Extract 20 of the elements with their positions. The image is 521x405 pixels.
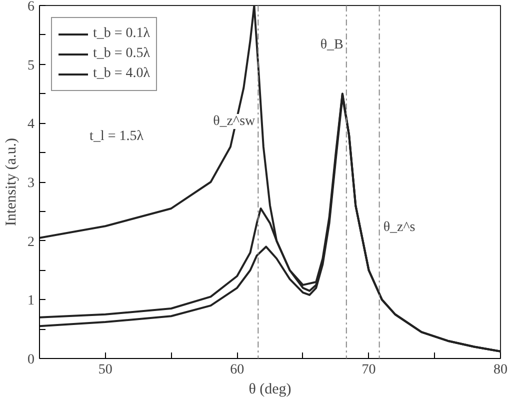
legend-label: t_b = 0.5λ: [93, 46, 150, 62]
legend-label: t_b = 0.1λ: [93, 26, 150, 42]
y-tick-label: 5: [28, 58, 34, 74]
ref-line-label: θ_B: [320, 38, 344, 53]
y-tick-label: 3: [28, 176, 34, 191]
y-tick-label: 6: [28, 0, 34, 14]
y-tick-label: 1: [28, 294, 34, 309]
ref-line-label: θ_z^s: [383, 220, 416, 235]
legend-label: t_b = 4.0λ: [93, 66, 150, 82]
y-tick-label: 4: [28, 117, 34, 132]
x-tick-label: 50: [98, 362, 112, 378]
ref-line-label: θ_z^sw: [213, 114, 256, 130]
x-tick-label: 70: [362, 362, 376, 378]
annotation: t_l = 1.5λ: [90, 128, 144, 144]
y-axis-title: Intensity (a.u.): [4, 138, 20, 226]
x-tick-label: 80: [494, 362, 508, 378]
x-tick-label: 60: [230, 362, 244, 378]
x-axis-title: θ (deg): [248, 382, 292, 398]
y-tick-label: 0: [28, 352, 34, 368]
y-tick-label: 2: [28, 234, 34, 250]
